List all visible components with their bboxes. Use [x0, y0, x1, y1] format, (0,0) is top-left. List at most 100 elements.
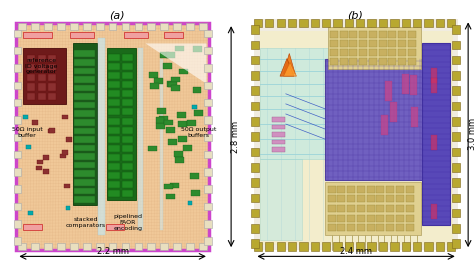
Bar: [121, 90, 133, 97]
Bar: [254, 19, 262, 27]
Bar: [452, 25, 460, 34]
Bar: [359, 49, 367, 56]
Bar: [149, 72, 158, 78]
Polygon shape: [283, 62, 297, 76]
Bar: [108, 190, 119, 197]
Bar: [164, 32, 183, 38]
Bar: [328, 195, 336, 202]
Text: 3.0 mm: 3.0 mm: [468, 118, 474, 150]
Bar: [369, 58, 377, 65]
Bar: [74, 136, 95, 143]
Bar: [288, 242, 296, 251]
Bar: [328, 186, 336, 193]
Bar: [322, 19, 330, 27]
Bar: [330, 49, 338, 56]
Bar: [157, 108, 166, 114]
Bar: [14, 203, 21, 210]
Bar: [452, 56, 460, 64]
Bar: [23, 224, 42, 230]
Bar: [108, 172, 119, 179]
Bar: [121, 145, 133, 152]
Bar: [160, 59, 163, 230]
Bar: [108, 72, 119, 79]
Bar: [337, 195, 345, 202]
Bar: [272, 132, 285, 137]
Bar: [272, 117, 285, 121]
Bar: [333, 19, 342, 27]
Bar: [347, 195, 355, 202]
Bar: [199, 243, 207, 250]
Bar: [62, 150, 68, 155]
Bar: [367, 224, 374, 231]
Text: reference
ID voltage
generator: reference ID voltage generator: [25, 58, 57, 75]
Bar: [251, 178, 259, 187]
Bar: [57, 243, 65, 250]
Bar: [173, 23, 181, 30]
Bar: [452, 193, 460, 202]
Bar: [431, 135, 437, 150]
Bar: [166, 127, 175, 133]
Bar: [369, 49, 377, 56]
Bar: [23, 32, 52, 38]
Bar: [37, 74, 46, 81]
Bar: [14, 237, 21, 245]
Bar: [337, 205, 345, 212]
Bar: [379, 49, 387, 56]
Bar: [204, 203, 212, 210]
Bar: [376, 195, 384, 202]
Bar: [135, 243, 142, 250]
Bar: [108, 108, 119, 115]
Bar: [173, 243, 181, 250]
Bar: [74, 59, 95, 66]
Bar: [74, 50, 95, 57]
Bar: [108, 145, 119, 152]
Bar: [325, 182, 420, 235]
Bar: [14, 116, 21, 124]
Bar: [265, 19, 273, 27]
Bar: [386, 205, 394, 212]
Bar: [431, 68, 437, 83]
Bar: [376, 186, 384, 193]
Bar: [251, 25, 259, 34]
Bar: [330, 31, 338, 38]
Bar: [408, 49, 416, 56]
Bar: [452, 132, 460, 141]
Bar: [98, 38, 105, 235]
Bar: [60, 153, 66, 158]
Bar: [155, 78, 163, 84]
Bar: [164, 184, 173, 189]
Bar: [74, 179, 95, 186]
Bar: [379, 31, 387, 38]
Bar: [396, 224, 404, 231]
Bar: [367, 215, 374, 222]
Bar: [66, 206, 71, 210]
Bar: [422, 43, 449, 225]
Bar: [347, 224, 355, 231]
Bar: [398, 49, 406, 56]
Bar: [147, 23, 155, 30]
Bar: [413, 242, 421, 251]
Bar: [192, 105, 197, 109]
Bar: [452, 163, 460, 172]
Bar: [107, 49, 136, 200]
Bar: [175, 157, 183, 163]
Bar: [299, 242, 308, 251]
Bar: [23, 49, 66, 104]
Bar: [369, 31, 377, 38]
Bar: [357, 205, 365, 212]
Bar: [121, 127, 133, 134]
Bar: [408, 31, 416, 38]
Bar: [340, 49, 347, 56]
Bar: [18, 23, 26, 30]
Bar: [109, 23, 117, 30]
Bar: [379, 19, 387, 27]
Bar: [121, 181, 133, 188]
Bar: [14, 134, 21, 141]
Bar: [272, 140, 285, 144]
Bar: [74, 196, 95, 203]
Bar: [14, 168, 21, 176]
Bar: [160, 52, 169, 57]
Bar: [171, 85, 180, 91]
Bar: [188, 201, 192, 205]
Bar: [265, 242, 273, 251]
